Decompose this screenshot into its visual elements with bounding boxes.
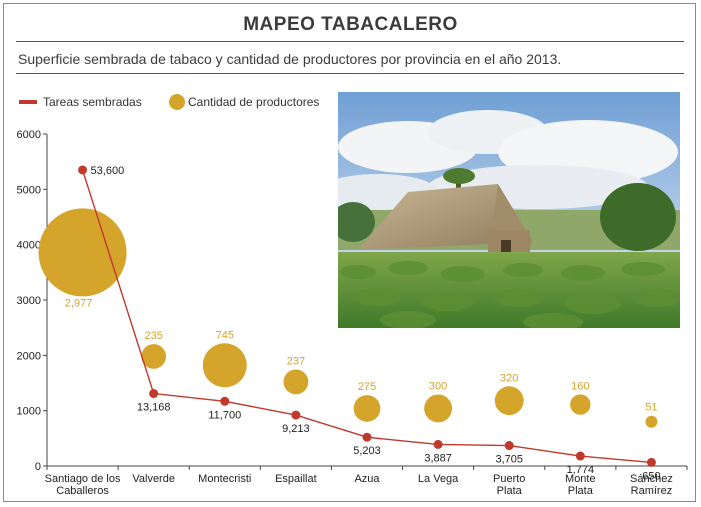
x-category-label: Sánchez bbox=[630, 473, 673, 485]
x-category-label: Valverde bbox=[132, 473, 175, 485]
infographic-frame: MAPEO TABACALERO Superficie sembrada de … bbox=[3, 3, 696, 502]
subtitle-rule bbox=[16, 73, 684, 74]
productores-bubble bbox=[570, 394, 591, 415]
productores-value-label: 745 bbox=[216, 329, 234, 341]
tareas-value-label: 9,213 bbox=[282, 423, 310, 435]
y-tick-label: 3000 bbox=[17, 295, 41, 307]
tareas-point bbox=[78, 165, 88, 175]
productores-bubble bbox=[494, 386, 524, 416]
productores-value-label: 320 bbox=[500, 372, 518, 384]
tareas-point bbox=[504, 441, 514, 451]
page-title: MAPEO TABACALERO bbox=[243, 14, 458, 35]
tareas-point bbox=[646, 457, 656, 467]
page-subtitle: Superficie sembrada de tabaco y cantidad… bbox=[18, 51, 562, 67]
productores-bubble bbox=[645, 415, 658, 428]
productores-value-label: 275 bbox=[358, 381, 376, 393]
tareas-point bbox=[433, 439, 443, 449]
productores-value-label: 235 bbox=[144, 330, 162, 342]
x-category-label: Plata bbox=[568, 485, 594, 497]
x-category-label: Espaillat bbox=[275, 473, 317, 485]
tareas-point bbox=[362, 432, 372, 442]
y-tick-label: 4000 bbox=[17, 240, 41, 252]
x-category-label: Ramírez bbox=[631, 485, 673, 497]
x-category-label: Azua bbox=[354, 473, 380, 485]
productores-bubble bbox=[353, 395, 381, 422]
productores-bubble bbox=[424, 394, 453, 423]
axes: 0 1000 2000 3000 4000 5000 6000 Santiago de los… bbox=[17, 129, 688, 497]
tareas-line bbox=[78, 165, 656, 467]
x-category-label: Caballeros bbox=[56, 485, 109, 497]
y-tick-label: 1000 bbox=[17, 406, 41, 418]
x-category-label: Plata bbox=[497, 485, 523, 497]
productores-value-label: 160 bbox=[571, 380, 589, 392]
tareas-value-label: 11,700 bbox=[208, 409, 241, 421]
productores-bubble bbox=[38, 208, 127, 297]
tareas-point bbox=[149, 389, 159, 399]
productores-bubble bbox=[141, 344, 167, 369]
tareas-value-label: 1,774 bbox=[567, 464, 595, 476]
productores-value-label: 237 bbox=[287, 355, 305, 367]
tareas-value-label: 650 bbox=[642, 470, 660, 482]
productores-bubble bbox=[202, 343, 247, 388]
data-labels: 2,977 235 745 237 275 300 320 160 51 53,600 13,168… bbox=[65, 165, 661, 482]
x-category-label: Puerto bbox=[493, 473, 525, 485]
y-tick-label: 5000 bbox=[17, 184, 41, 196]
tareas-value-label: 3,705 bbox=[495, 454, 523, 466]
legend-bubble-swatch bbox=[169, 94, 185, 110]
tobacco-barn-photo bbox=[338, 92, 680, 328]
legend-label-productores: Cantidad de productores bbox=[188, 95, 319, 109]
tareas-point bbox=[220, 396, 230, 406]
productores-value-label: 51 bbox=[645, 402, 657, 414]
x-category-label: Montecristi bbox=[198, 473, 251, 485]
productores-bubble bbox=[283, 369, 309, 395]
y-tick-label: 2000 bbox=[17, 350, 41, 362]
tareas-value-label: 13,168 bbox=[137, 402, 171, 414]
legend-line-swatch bbox=[19, 100, 37, 104]
tareas-point bbox=[575, 451, 585, 461]
tareas-point bbox=[291, 410, 301, 420]
x-category-label: Santiago de los bbox=[45, 473, 121, 485]
x-category-label: La Vega bbox=[418, 473, 459, 485]
productores-value-label: 2,977 bbox=[65, 297, 93, 309]
y-tick-label: 6000 bbox=[17, 129, 41, 141]
tareas-value-label: 53,600 bbox=[91, 165, 125, 177]
tareas-value-label: 5,203 bbox=[353, 445, 381, 457]
legend-label-tareas: Tareas sembradas bbox=[43, 95, 142, 109]
chart: Tareas sembradas Cantidad de productores… bbox=[17, 94, 688, 497]
x-category-label: Monte bbox=[565, 473, 596, 485]
title-rule bbox=[16, 41, 684, 42]
y-tick-label: 0 bbox=[35, 461, 41, 473]
productores-value-label: 300 bbox=[429, 380, 447, 392]
bubbles bbox=[38, 208, 658, 428]
tareas-value-label: 3,887 bbox=[424, 452, 452, 464]
